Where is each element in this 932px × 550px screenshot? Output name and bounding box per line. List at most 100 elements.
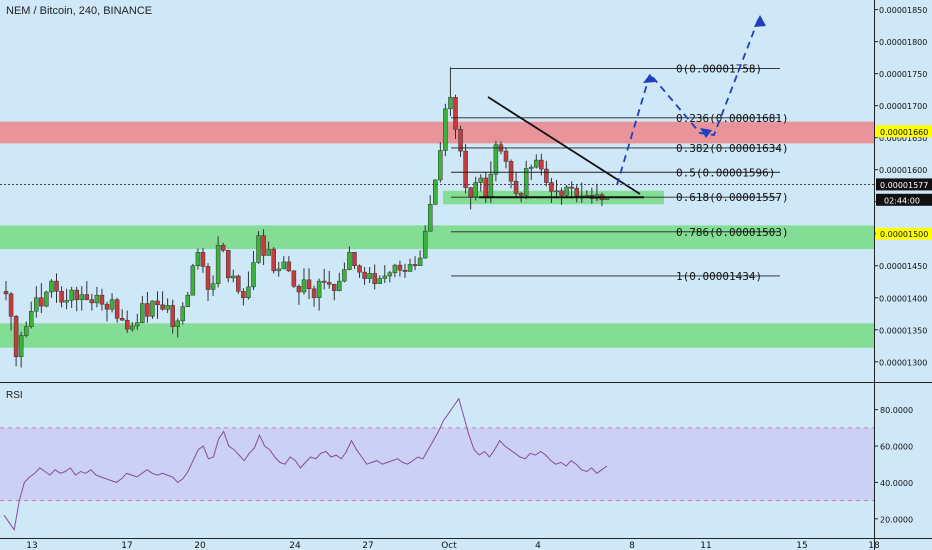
candle-body xyxy=(190,265,196,296)
candle-body xyxy=(296,285,302,293)
current-price-label-box xyxy=(876,178,932,191)
candle-body xyxy=(569,186,574,189)
price-axis-label: 0.00001850 xyxy=(879,6,927,15)
fib-label: 0.236(0.00001681) xyxy=(676,112,789,125)
candle-body xyxy=(544,168,549,183)
candle-body xyxy=(185,294,191,307)
candle-body xyxy=(397,264,403,271)
candle-body xyxy=(94,294,100,304)
candle-body xyxy=(453,97,458,130)
candle-body xyxy=(119,317,125,321)
candle-body xyxy=(231,275,236,279)
candle-body xyxy=(377,278,382,284)
candle-body xyxy=(564,186,569,196)
candle-body xyxy=(99,294,105,305)
time-axis-label: 8 xyxy=(629,541,635,550)
time-axis-label: 18 xyxy=(868,541,880,550)
candle-body xyxy=(443,108,448,151)
candle-body xyxy=(326,282,332,285)
candle-body xyxy=(458,129,463,152)
candle-body xyxy=(109,299,115,310)
candle-body xyxy=(347,252,352,270)
candle-body xyxy=(225,250,231,279)
rsi-axis-label: 80.0000 xyxy=(880,406,913,415)
candle-body xyxy=(18,335,24,357)
candle-body xyxy=(165,305,170,310)
zone-support-2 xyxy=(0,323,874,348)
projection-arrowhead xyxy=(754,15,766,27)
candle-body xyxy=(140,303,145,323)
candle-body xyxy=(220,244,226,251)
price-axis-label: 0.00001400 xyxy=(879,294,927,303)
candle-body xyxy=(402,269,408,272)
candle-body xyxy=(281,261,287,270)
price-axis-label: 0.00001800 xyxy=(879,38,927,47)
projection-path xyxy=(616,14,761,186)
candle-body xyxy=(468,187,473,198)
candle-body xyxy=(407,264,413,272)
candle-body xyxy=(427,204,433,232)
candle-body xyxy=(559,190,564,196)
zone-price-label-box xyxy=(876,125,932,138)
candle-body xyxy=(54,280,59,292)
candle-body xyxy=(518,193,524,196)
candle-body xyxy=(44,291,49,307)
candle-body xyxy=(89,299,95,304)
candle-body xyxy=(59,291,64,303)
time-axis-label: 24 xyxy=(289,541,301,550)
candle-body xyxy=(34,297,39,312)
candle-body xyxy=(337,280,342,291)
candle-body xyxy=(261,235,266,256)
candle-body xyxy=(251,262,256,288)
candle-body xyxy=(286,261,292,272)
candle-body xyxy=(493,144,499,175)
price-axis-label: 0.00001650 xyxy=(879,134,927,143)
fib-label: 0.786(0.00001503) xyxy=(676,226,789,239)
time-axis-label: 20 xyxy=(194,541,206,550)
fib-label: 1(0.00001434) xyxy=(676,270,762,283)
time-axis-label: 15 xyxy=(796,541,807,550)
candle-body xyxy=(246,286,251,299)
candle-body xyxy=(448,97,453,110)
candle-body xyxy=(372,273,377,284)
candle-body xyxy=(357,265,362,273)
candle-body xyxy=(387,272,393,277)
candle-body xyxy=(342,269,347,282)
candle-body xyxy=(49,280,54,293)
candle-body xyxy=(539,159,544,170)
zone-price-label: 0.00001660 xyxy=(880,128,928,137)
countdown-label: 02:44:00 xyxy=(884,196,920,205)
candle-body xyxy=(195,252,201,266)
fib-label: 0.5(0.00001596) xyxy=(676,166,775,179)
candle-body xyxy=(114,299,120,319)
rsi-title: RSI xyxy=(6,390,23,401)
time-axis-label: 27 xyxy=(362,541,373,550)
projection-arrowhead xyxy=(700,128,712,138)
candle-body xyxy=(160,304,165,310)
candle-body xyxy=(508,161,514,182)
rsi-line xyxy=(3,397,608,531)
current-price-label: 0.00001577 xyxy=(880,181,928,190)
candle-body xyxy=(503,150,509,162)
candle-body xyxy=(554,190,559,193)
candle-body xyxy=(306,279,312,290)
candle-body xyxy=(301,279,307,293)
candle-body xyxy=(574,188,579,197)
candle-body xyxy=(13,316,19,357)
price-axis-label: 0.00001700 xyxy=(879,102,927,111)
zone-price-label-box xyxy=(876,227,932,240)
rsi-axis-label: 60.0000 xyxy=(880,443,913,452)
candle-body xyxy=(84,294,90,300)
candle-body xyxy=(8,293,14,317)
candle-body xyxy=(513,180,519,194)
time-axis-label: 11 xyxy=(700,541,711,550)
rsi-band xyxy=(0,427,874,501)
candle-body xyxy=(291,270,297,287)
candle-body xyxy=(180,306,186,322)
fib-label: 0.382(0.00001634) xyxy=(676,142,789,155)
candle-body xyxy=(104,303,110,310)
candle-body xyxy=(412,264,418,266)
candle-body xyxy=(241,291,246,299)
